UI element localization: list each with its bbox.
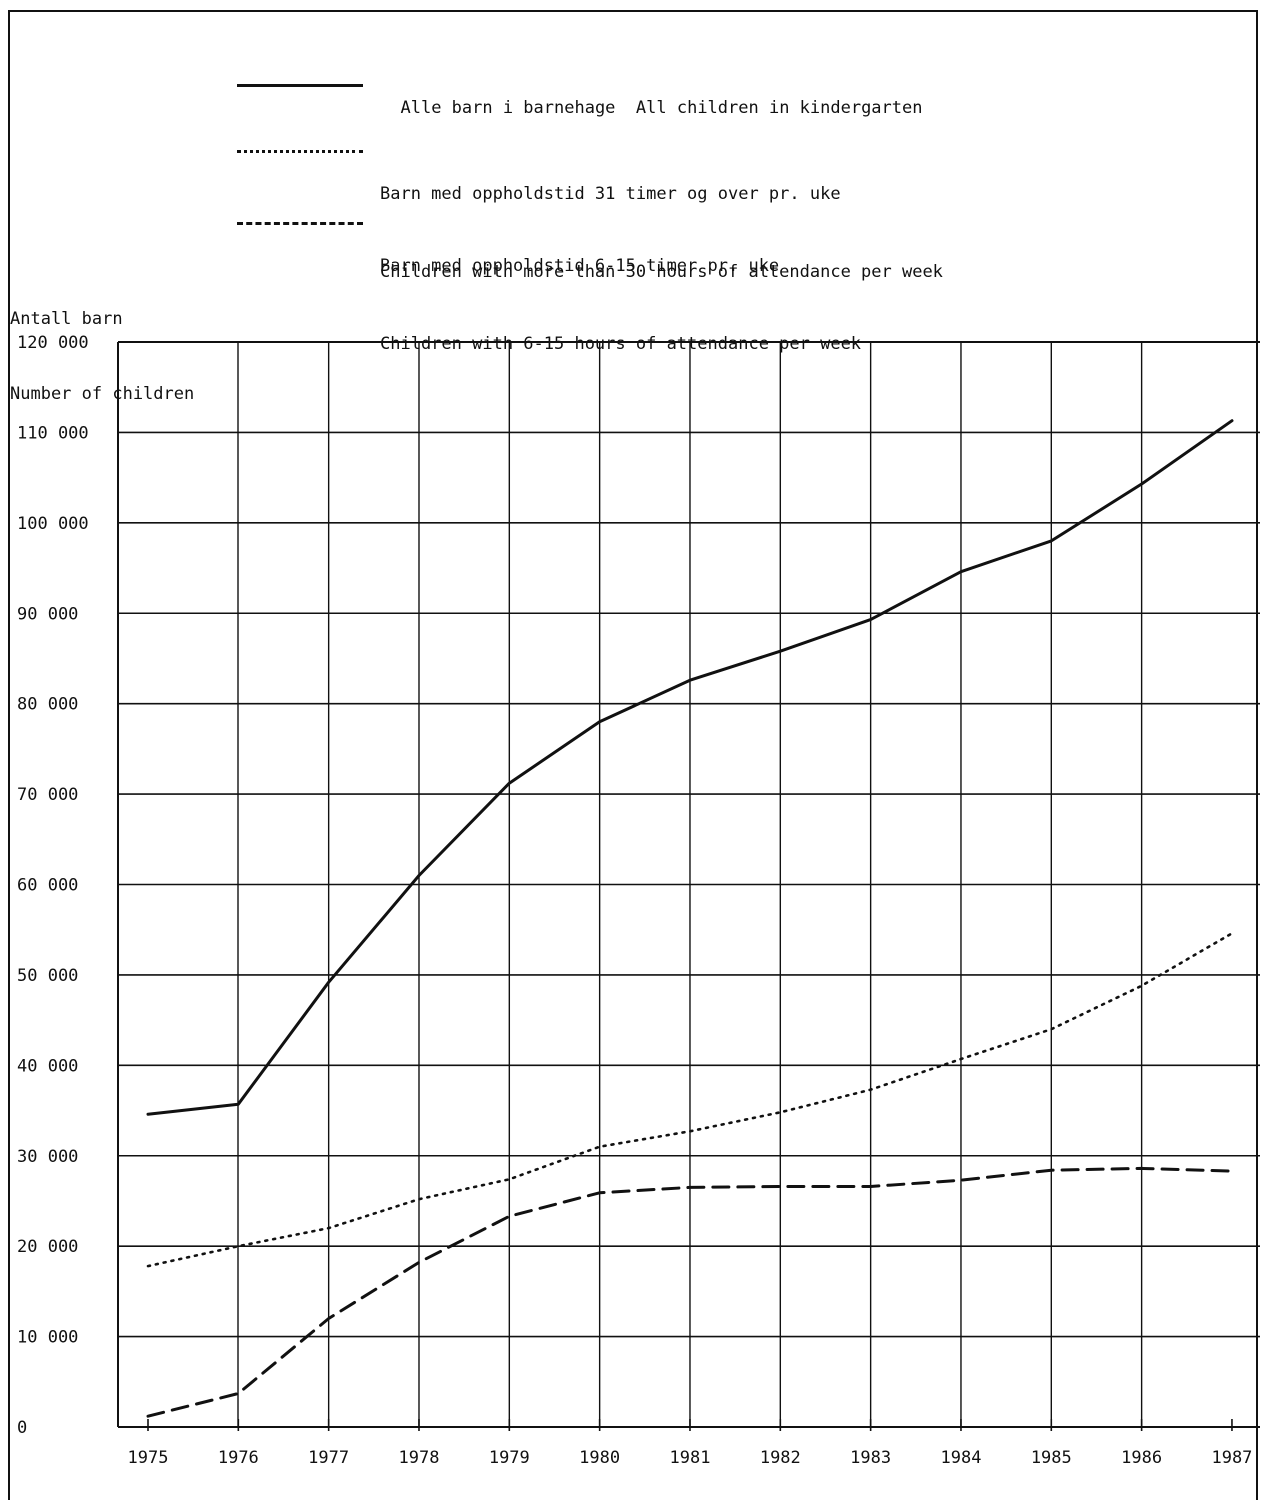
x-tick-label: 1983 bbox=[850, 1448, 891, 1468]
y-tick-label: 10 000 bbox=[17, 1328, 78, 1348]
legend-over30-text-no: Barn med oppholdstid 31 timer og over pr… bbox=[380, 184, 841, 204]
series-6-15h-line bbox=[146, 1166, 1234, 1418]
figure-frame bbox=[8, 10, 1258, 1500]
x-tick-label: 1979 bbox=[489, 1448, 530, 1468]
y-tick-label: 70 000 bbox=[17, 785, 78, 805]
x-tick-label: 1981 bbox=[670, 1448, 711, 1468]
legend-6-15h: Barn med oppholdstid 6-15 timer pr. uke … bbox=[380, 201, 861, 383]
y-tick-label: 80 000 bbox=[17, 695, 78, 715]
legend-all-text-no: Alle barn i barnehage bbox=[400, 98, 616, 118]
y-tick-label: 90 000 bbox=[17, 604, 78, 624]
x-tick-label: 1986 bbox=[1121, 1448, 1162, 1468]
y-tick-label: 50 000 bbox=[17, 966, 78, 986]
series-over-30h-line bbox=[146, 931, 1234, 1268]
y-tick-label: 30 000 bbox=[17, 1147, 78, 1167]
legend-solid-swatch bbox=[237, 84, 363, 87]
legend-6-15-text-no: Barn med oppholdstid 6-15 timer pr. uke bbox=[380, 256, 780, 276]
legend-6-15-text-en: Children with 6-15 hours of attendance p… bbox=[380, 334, 862, 354]
y-axis-label-en: Number of children bbox=[10, 384, 195, 404]
x-tick-label: 1982 bbox=[760, 1448, 801, 1468]
y-axis-label: Antall barn Number of children bbox=[10, 257, 194, 432]
x-tick-label: 1985 bbox=[1031, 1448, 1072, 1468]
x-tick-label: 1977 bbox=[308, 1448, 349, 1468]
x-tick-label: 1976 bbox=[218, 1448, 259, 1468]
x-tick-label: 1984 bbox=[940, 1448, 981, 1468]
x-tick-label: 1980 bbox=[579, 1448, 620, 1468]
y-tick-label: 20 000 bbox=[17, 1237, 78, 1257]
y-tick-label: 120 000 bbox=[17, 333, 89, 353]
y-tick-label: 100 000 bbox=[17, 514, 89, 534]
legend-over30-text-en: Children with more than 30 hours of atte… bbox=[380, 262, 943, 282]
y-axis-label-no: Antall barn bbox=[10, 309, 123, 329]
legend-all-children: Alle barn i barnehage All children in ki… bbox=[380, 69, 922, 121]
legend-over-30h: Barn med oppholdstid 31 timer og over pr… bbox=[380, 129, 943, 311]
x-tick-label: 1987 bbox=[1211, 1448, 1252, 1468]
x-tick-label: 1978 bbox=[399, 1448, 440, 1468]
legend-all-text-en: All children in kindergarten bbox=[635, 98, 923, 118]
y-tick-label: 0 bbox=[17, 1418, 27, 1438]
y-tick-label: 40 000 bbox=[17, 1056, 78, 1076]
y-tick-label: 60 000 bbox=[17, 876, 78, 896]
legend-dashed-swatch bbox=[237, 222, 363, 225]
legend-dotted-swatch bbox=[237, 150, 363, 153]
x-tick-label: 1975 bbox=[128, 1448, 169, 1468]
y-tick-label: 110 000 bbox=[17, 423, 89, 443]
series-all-children-line bbox=[146, 419, 1234, 1116]
